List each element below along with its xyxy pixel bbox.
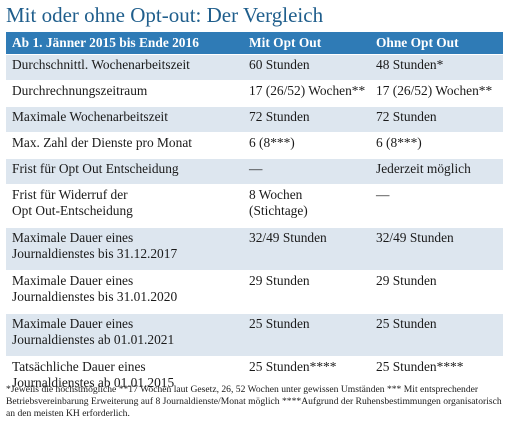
row-with-value: 8 Wochen (Stichtage) — [243, 184, 370, 228]
row-with-value: 32/49 Stunden — [243, 227, 370, 271]
row-with-value: 60 Stunden — [243, 54, 370, 81]
row-label: Max. Zahl der Dienste pro Monat — [6, 132, 243, 159]
row-without-value: 6 (8***) — [370, 132, 503, 159]
row-without-value: 17 (26/52) Wochen** — [370, 80, 503, 107]
row-label: Maximale Dauer eines Journaldienstes ab … — [6, 313, 243, 357]
row-without-value: 25 Stunden**** — [370, 356, 503, 400]
row-without-value: 29 Stunden — [370, 270, 503, 314]
row-label: Maximale Wochenarbeitszeit — [6, 106, 243, 133]
table-row: Maximale Wochenarbeitszeit 72 Stunden 72… — [6, 106, 503, 133]
header-with-opt-out: Mit Opt Out — [243, 32, 370, 55]
row-label: Tatsächliche Dauer eines Journaldienstes… — [6, 356, 243, 400]
table-row: Maximale Dauer eines Journaldienstes bis… — [6, 227, 503, 271]
table-row: Frist für Opt Out Entscheidung — Jederze… — [6, 158, 503, 185]
table-row: Max. Zahl der Dienste pro Monat 6 (8***)… — [6, 132, 503, 159]
page-title: Mit oder ohne Opt-out: Der Vergleich — [6, 3, 324, 27]
row-label: Durchschnittl. Wochenarbeitszeit — [6, 54, 243, 81]
footnote: *Jeweils die höchstmögliche **17 Wochen … — [6, 384, 502, 419]
header-without-opt-out: Ohne Opt Out — [370, 32, 503, 55]
row-without-value: 25 Stunden — [370, 313, 503, 357]
row-label: Maximale Dauer eines Journaldienstes bis… — [6, 227, 243, 271]
row-label: Durchrechnungszeitraum — [6, 80, 243, 107]
row-without-value: 32/49 Stunden — [370, 227, 503, 271]
table-header-row: Ab 1. Jänner 2015 bis Ende 2016 Mit Opt … — [6, 32, 503, 55]
row-with-value: 29 Stunden — [243, 270, 370, 314]
row-with-value: 25 Stunden**** — [243, 356, 370, 400]
table-row: Durchschnittl. Wochenarbeitszeit 60 Stun… — [6, 54, 503, 81]
row-with-value: 6 (8***) — [243, 132, 370, 159]
table-row: Maximale Dauer eines Journaldienstes ab … — [6, 313, 503, 357]
row-with-value: 17 (26/52) Wochen** — [243, 80, 370, 107]
row-with-value: 25 Stunden — [243, 313, 370, 357]
table-row: Tatsächliche Dauer eines Journaldienstes… — [6, 356, 503, 400]
row-without-value: — — [370, 184, 503, 228]
row-label: Maximale Dauer eines Journaldienstes bis… — [6, 270, 243, 314]
table-row: Maximale Dauer eines Journaldienstes bis… — [6, 270, 503, 314]
row-with-value: — — [243, 158, 370, 185]
table-row: Frist für Widerruf der Opt Out-Entscheid… — [6, 184, 503, 228]
header-period: Ab 1. Jänner 2015 bis Ende 2016 — [6, 32, 243, 55]
row-without-value: 72 Stunden — [370, 106, 503, 133]
row-without-value: 48 Stunden* — [370, 54, 503, 81]
row-with-value: 72 Stunden — [243, 106, 370, 133]
comparison-table: Ab 1. Jänner 2015 bis Ende 2016 Mit Opt … — [6, 32, 503, 400]
row-label: Frist für Widerruf der Opt Out-Entscheid… — [6, 184, 243, 228]
row-without-value: Jederzeit möglich — [370, 158, 503, 185]
row-label: Frist für Opt Out Entscheidung — [6, 158, 243, 185]
table-row: Durchrechnungszeitraum 17 (26/52) Wochen… — [6, 80, 503, 107]
